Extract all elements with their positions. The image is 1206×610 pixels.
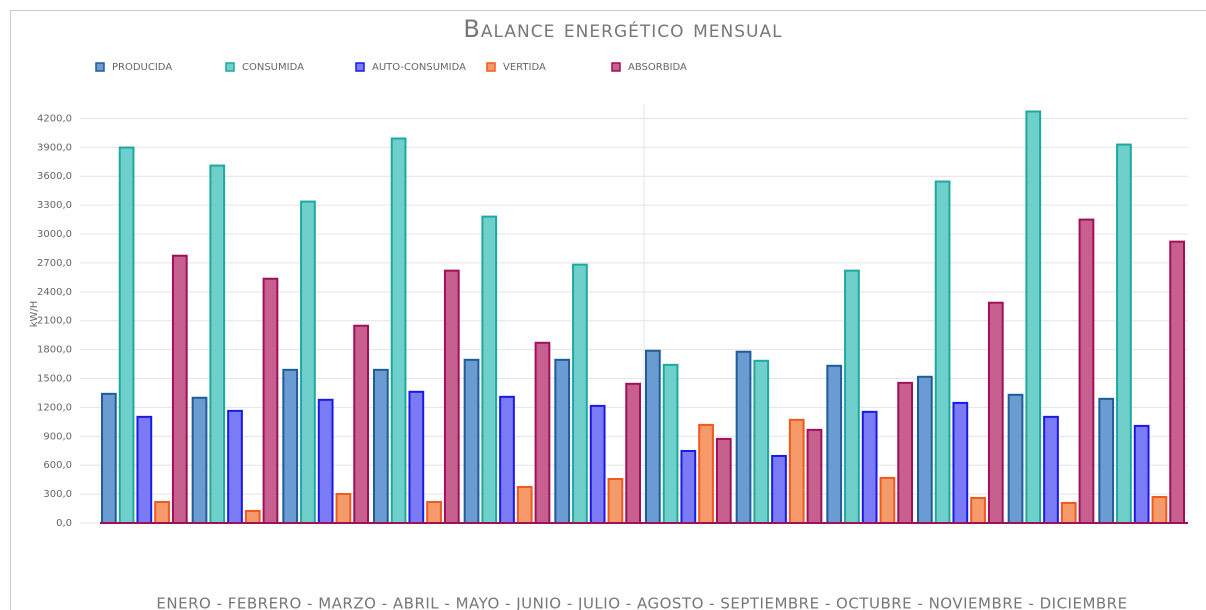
bar [282,368,299,524]
bar [300,200,316,524]
bar [1060,501,1077,524]
bar [101,392,117,525]
bar [209,164,226,524]
y-tick-label: 2700,0 [37,258,72,269]
y-tick-label: 3300,0 [37,200,72,211]
legend-label: AUTO-CONSUMIDA [372,62,466,73]
bar [987,301,1004,524]
bar [408,390,425,524]
y-tick-label: 2400,0 [37,287,72,298]
bar [1007,393,1024,524]
legend-label: CONSUMIDA [242,62,304,73]
y-tick-label: 4200,0 [37,113,72,124]
bar [572,263,588,524]
bar [554,358,571,524]
bar [353,324,369,524]
bar [191,396,208,525]
chart-title: Balance energético mensual [463,15,782,43]
y-tick-label: 3600,0 [37,171,72,182]
bar [826,364,843,524]
bar [534,341,551,524]
bar [753,359,770,525]
bar [952,401,969,524]
bar [735,350,752,524]
y-tick-label: 600,0 [43,460,72,471]
bar [390,137,407,524]
bar [844,269,860,524]
legend-label: PRODUCIDA [112,62,172,73]
y-tick-label: 3900,0 [37,142,72,153]
bar [499,395,515,524]
y-tick-label: 2100,0 [37,316,72,327]
bar [934,180,951,524]
bar [227,409,243,524]
y-tick-label: 0,0 [56,518,72,529]
bar [463,358,480,524]
bar [262,277,279,524]
bar [1098,397,1115,525]
legend-swatch [95,62,105,72]
bar [516,485,533,525]
legend-swatch [486,62,496,72]
bar [806,428,823,524]
y-tick-label: 1800,0 [37,345,72,356]
bar [861,410,878,525]
frame [10,10,1206,610]
bar [481,215,498,525]
bar [1169,240,1186,524]
y-tick-label: 300,0 [43,489,72,500]
bar [244,509,261,525]
x-axis-label: ENERO - FEBRERO - MARZO - ABRIL - MAYO -… [156,595,1127,610]
bar [680,449,697,524]
bar [879,476,896,525]
bar [118,146,135,524]
bar [1133,424,1150,525]
bar [662,363,679,524]
bar [625,382,641,524]
bar [715,437,732,525]
legend-label: ABSORBIDA [628,62,687,73]
bar [335,493,352,525]
legend-swatch [611,62,621,72]
legend-swatch [355,62,365,72]
bar [1025,110,1042,525]
bar [607,477,624,525]
bar [317,398,334,525]
bar [771,454,787,524]
bar [645,349,661,524]
bar [443,269,460,524]
bar [1078,218,1095,524]
bar [698,423,714,525]
legend-swatch [225,62,235,72]
y-tick-label: 1200,0 [37,402,72,413]
bar [1151,495,1168,524]
bar [171,254,188,524]
y-tick-label: 1500,0 [37,374,72,385]
bar [373,368,389,524]
bar [897,381,913,524]
legend-label: VERTIDA [503,62,546,73]
bar [788,418,805,525]
y-axis-label: kW/H [29,301,40,328]
y-tick-label: 900,0 [43,431,72,442]
bar [589,404,606,525]
bar [1043,415,1059,524]
bar [136,415,153,524]
bar [426,501,442,524]
bar [154,501,170,524]
bar [917,375,933,524]
bar [970,496,986,525]
y-tick-label: 3000,0 [37,229,72,240]
bar [1116,143,1132,525]
